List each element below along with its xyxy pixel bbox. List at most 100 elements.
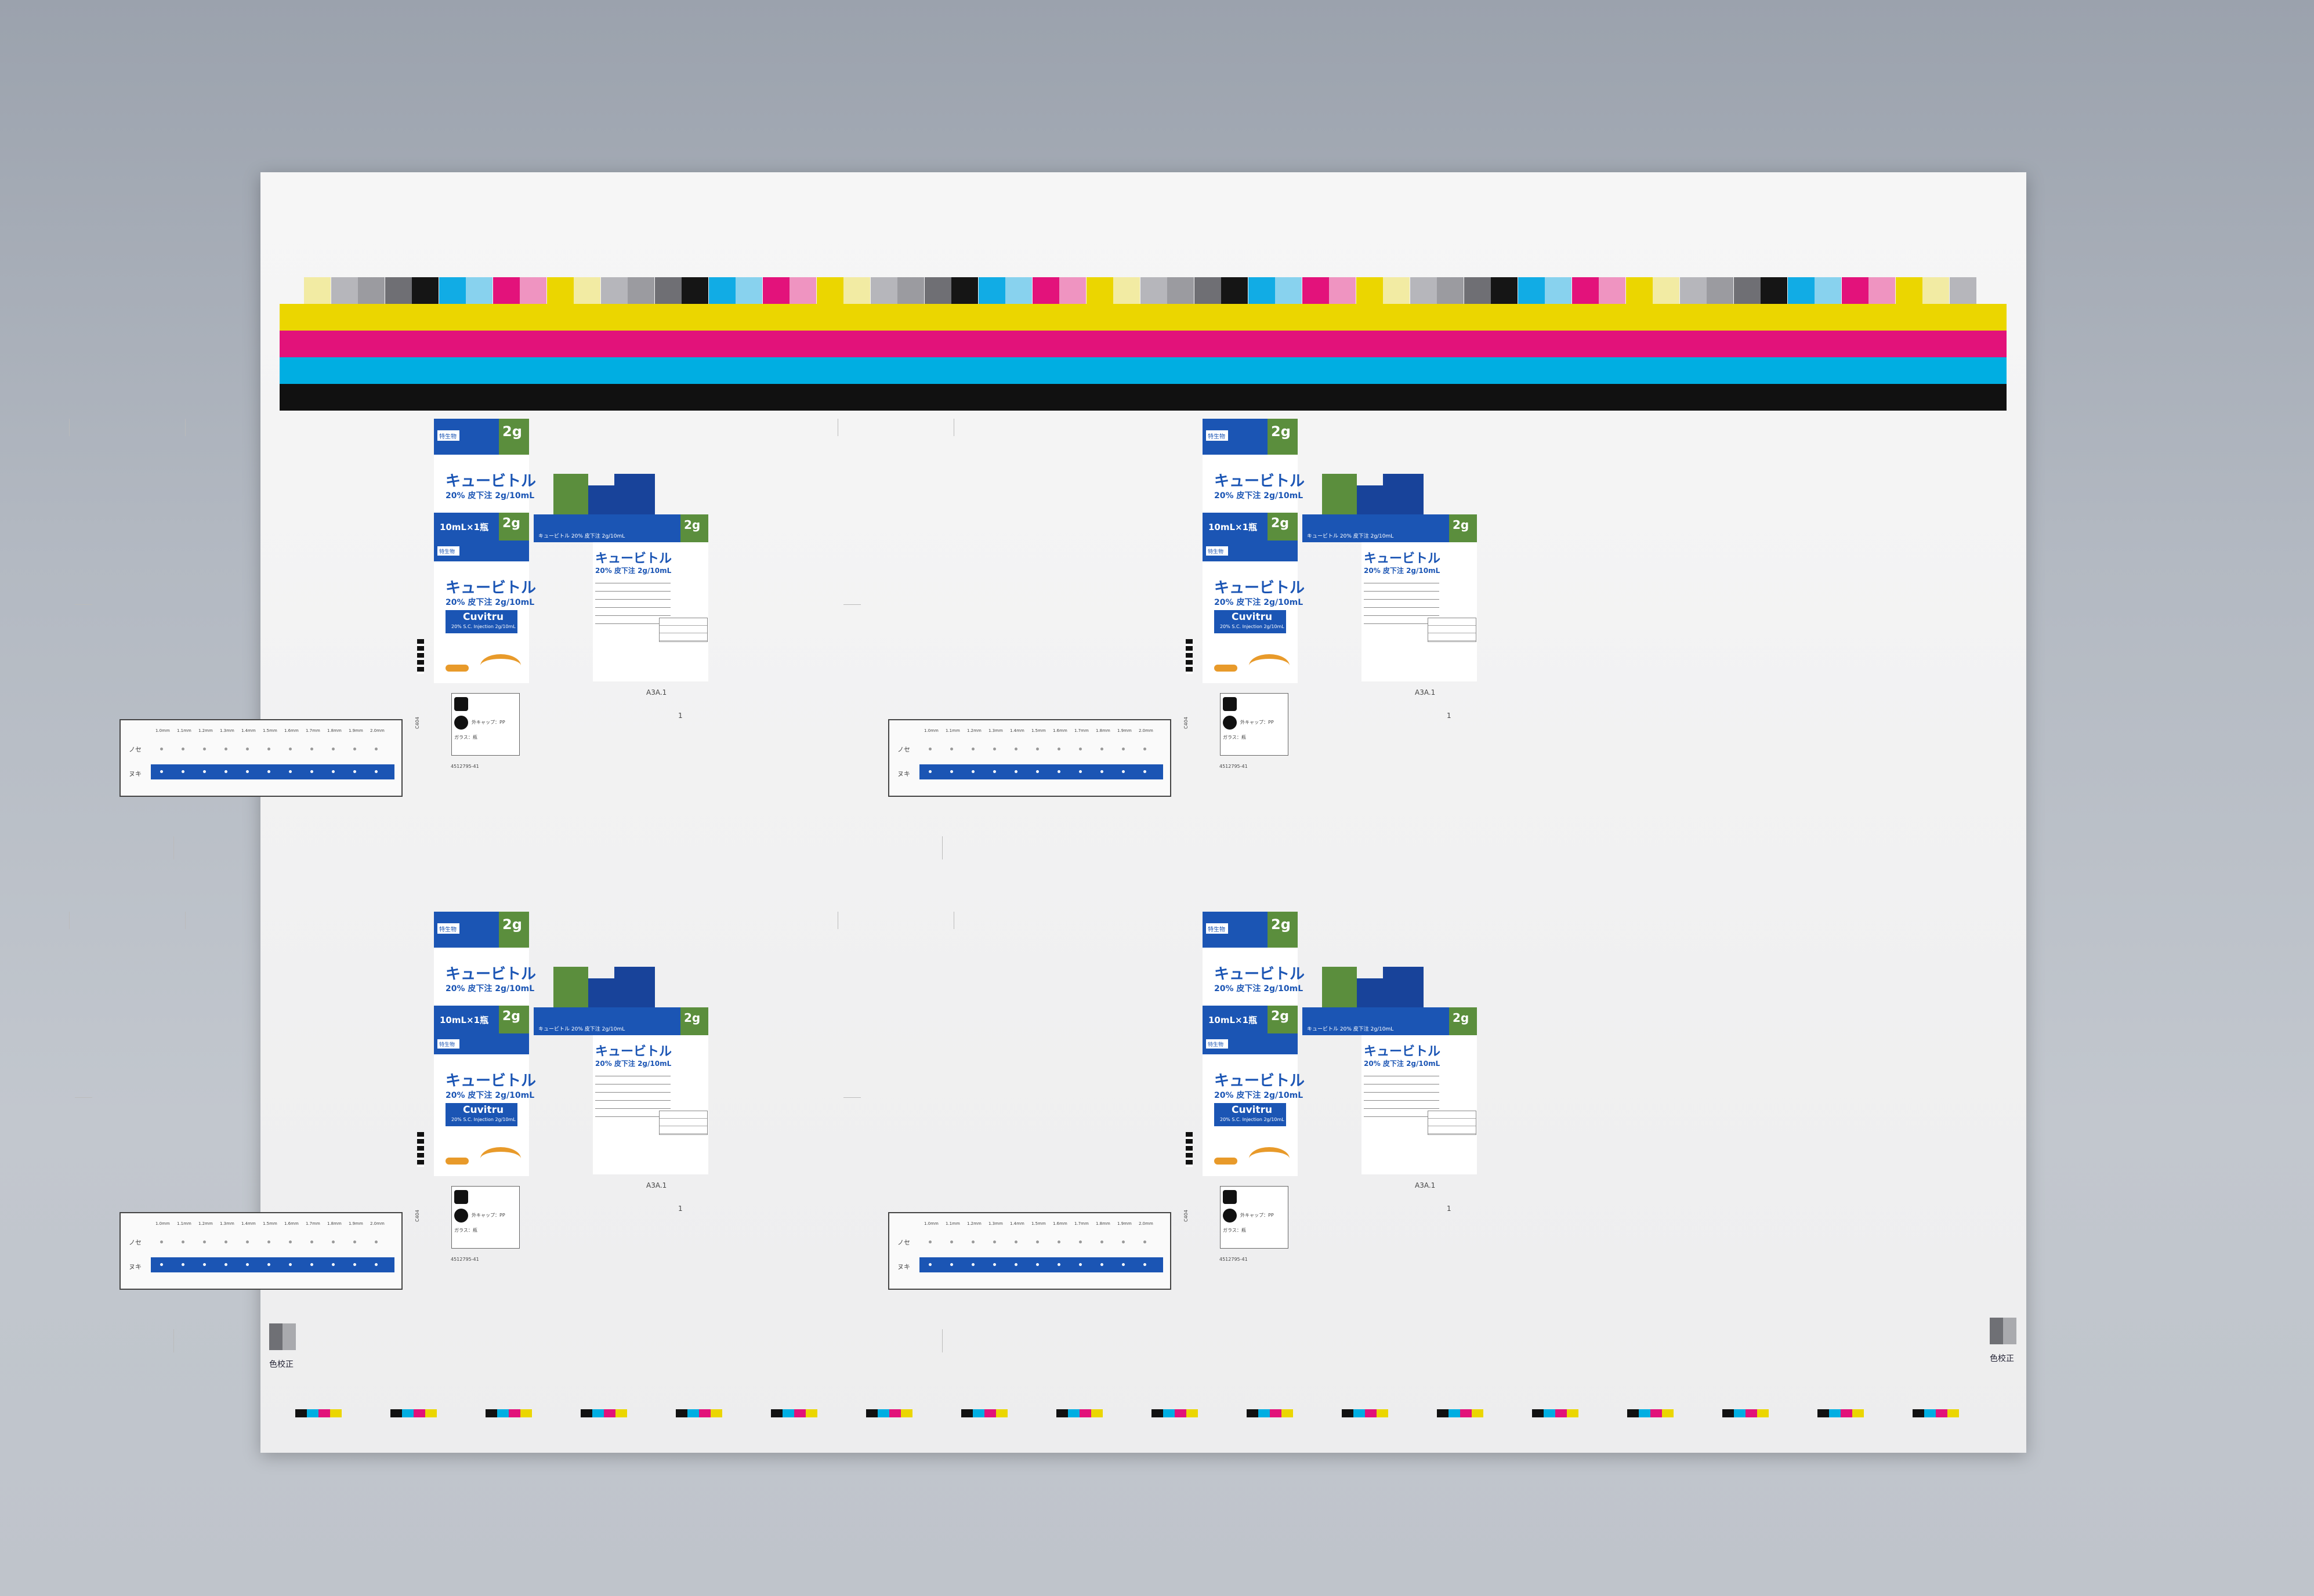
brand-sub: 20% S.C. Injection 2g/10mL — [451, 1117, 516, 1122]
mini-color-bar — [961, 1409, 1009, 1417]
panel-page-no: 1 — [1447, 712, 1451, 720]
nose-dot-row — [155, 720, 399, 767]
recycle-box: 外キャップ：PP ガラス：瓶 — [1220, 693, 1288, 756]
barcode-marks — [1186, 639, 1193, 674]
nose-label: ノセ — [129, 1239, 142, 1246]
nuki-dot — [972, 770, 975, 773]
nuki-dot — [310, 1263, 313, 1266]
size-label: 2g — [1271, 916, 1291, 933]
mini-color-bar — [771, 1409, 819, 1417]
scale-label: 1.7mm — [1074, 1221, 1089, 1226]
side-panel-top: キュービトル 20% 皮下注 2g/10mL 2g — [1302, 514, 1477, 542]
nose-dot — [224, 748, 227, 750]
color-swatch — [1275, 277, 1302, 304]
crop-mark — [173, 1329, 174, 1352]
cap-text: 外キャップ：PP — [1240, 720, 1274, 725]
nose-dot-row — [924, 720, 1168, 767]
tokusei-badge: 特生物 — [1208, 927, 1225, 933]
mini-color-bar — [866, 1409, 914, 1417]
side-dose-text: 20% 皮下注 2g/10mL — [1364, 1060, 1440, 1068]
brand-swoosh — [480, 654, 521, 677]
scale-labels-row: 1.0mm 1.1mm 1.2mm 1.3mm 1.4mm 1.5mm 1.6mm 1.7mm… — [155, 728, 399, 737]
color-swatch — [870, 277, 897, 304]
scale-label: 1.8mm — [327, 1221, 342, 1226]
color-swatch — [1167, 277, 1194, 304]
side-size-badge: 2g — [680, 1007, 708, 1035]
nose-dot — [246, 1240, 249, 1243]
crop-mark — [942, 836, 943, 859]
scale-label: 2.0mm — [370, 728, 385, 733]
nose-dot — [929, 748, 932, 750]
scale-label: 1.6mm — [284, 1221, 299, 1226]
product-name: キュービトル — [446, 473, 537, 490]
tokusei-badge: 特生物 — [1208, 434, 1225, 440]
color-swatch — [708, 277, 736, 304]
nose-dot — [310, 1240, 313, 1243]
crop-mark — [843, 604, 861, 605]
size-label-2: 2g — [1271, 516, 1290, 531]
side-size-badge: 2g — [680, 514, 708, 542]
package-layout-panel: 特生物 2g キュービトル 20% 皮下注 2g/10mL 10mL×1瓶 2g… — [0, 419, 719, 877]
color-swatch — [1571, 277, 1599, 304]
nose-dot — [950, 748, 953, 750]
lot-number: 4512795-41 — [1219, 1257, 1248, 1262]
scale-label: 1.9mm — [349, 728, 363, 733]
nose-dot — [1015, 748, 1017, 750]
scale-label: 1.2mm — [967, 1221, 982, 1226]
recycle-icon — [1223, 1190, 1237, 1204]
nose-label: ノセ — [897, 1239, 910, 1246]
nuki-dot — [1122, 1263, 1125, 1266]
nose-dot — [972, 1240, 975, 1243]
nose-dot — [353, 1240, 356, 1243]
cap-text: 外キャップ：PP — [472, 720, 505, 725]
color-swatch — [331, 277, 358, 304]
back-flap: 特生物 — [1203, 1033, 1298, 1054]
brand-sub: 20% S.C. Injection 2g/10mL — [451, 624, 516, 629]
nuki-dot — [993, 1263, 996, 1266]
nose-dot — [203, 1240, 206, 1243]
back-flap: 特生物 — [434, 1033, 529, 1054]
scale-label: 1.5mm — [1031, 728, 1046, 733]
glass-text: ガラス：瓶 — [454, 1228, 477, 1233]
info-lines — [1364, 1076, 1439, 1122]
package-layout-panel: 特生物 2g キュービトル 20% 皮下注 2g/10mL 10mL×1瓶 2g… — [0, 912, 719, 1370]
side-name: キュービトル 20% 皮下注 2g/10mL — [1307, 1026, 1394, 1032]
nuki-dot — [203, 770, 206, 773]
tolerance-scale-box: 1.0mm 1.1mm 1.2mm 1.3mm 1.4mm 1.5mm 1.6mm 1.7mm… — [119, 719, 403, 797]
product-name: キュービトル — [446, 966, 537, 983]
scale-label: 1.9mm — [1117, 728, 1132, 733]
mini-color-bar — [1532, 1409, 1580, 1417]
nuki-dot — [224, 770, 227, 773]
panel-page-no: 1 — [678, 712, 683, 720]
scale-label: 1.7mm — [306, 728, 320, 733]
product-name: キュービトル — [1214, 966, 1305, 983]
mini-color-bar — [295, 1409, 343, 1417]
scale-label: 1.6mm — [1053, 728, 1067, 733]
scale-label: 1.4mm — [241, 1221, 256, 1226]
recycle-icon — [454, 1190, 468, 1204]
nose-dot — [1122, 1240, 1125, 1243]
nuki-dot — [375, 1263, 378, 1266]
barcode-marks — [417, 1132, 424, 1167]
scale-label: 1.3mm — [988, 728, 1003, 733]
brand-band: Cuvitru 20% S.C. Injection 2g/10mL — [1214, 610, 1286, 633]
color-swatch — [790, 277, 816, 304]
color-swatch — [1518, 277, 1545, 304]
side-size-badge: 2g — [1449, 514, 1477, 542]
color-swatch — [520, 277, 546, 304]
crop-mark — [173, 836, 174, 859]
glass-text: ガラス：瓶 — [1223, 735, 1246, 740]
dose-text-2: 20% 皮下注 2g/10mL — [1214, 1091, 1303, 1100]
nuki-bar — [151, 1257, 394, 1272]
color-swatch — [897, 277, 924, 304]
nose-dot — [972, 748, 975, 750]
scale-label: 1.5mm — [263, 728, 277, 733]
dose-text: 20% 皮下注 2g/10mL — [1214, 984, 1303, 993]
side-face: キュービトル 20% 皮下注 2g/10mL — [593, 1035, 708, 1174]
nuki-label: ヌキ — [897, 1263, 910, 1271]
top-flap: 特生物 2g — [434, 419, 529, 455]
product-name-2: キュービトル — [1214, 1072, 1305, 1090]
color-swatch — [736, 277, 762, 304]
nuki-dot — [182, 770, 184, 773]
nose-dot — [1058, 748, 1060, 750]
